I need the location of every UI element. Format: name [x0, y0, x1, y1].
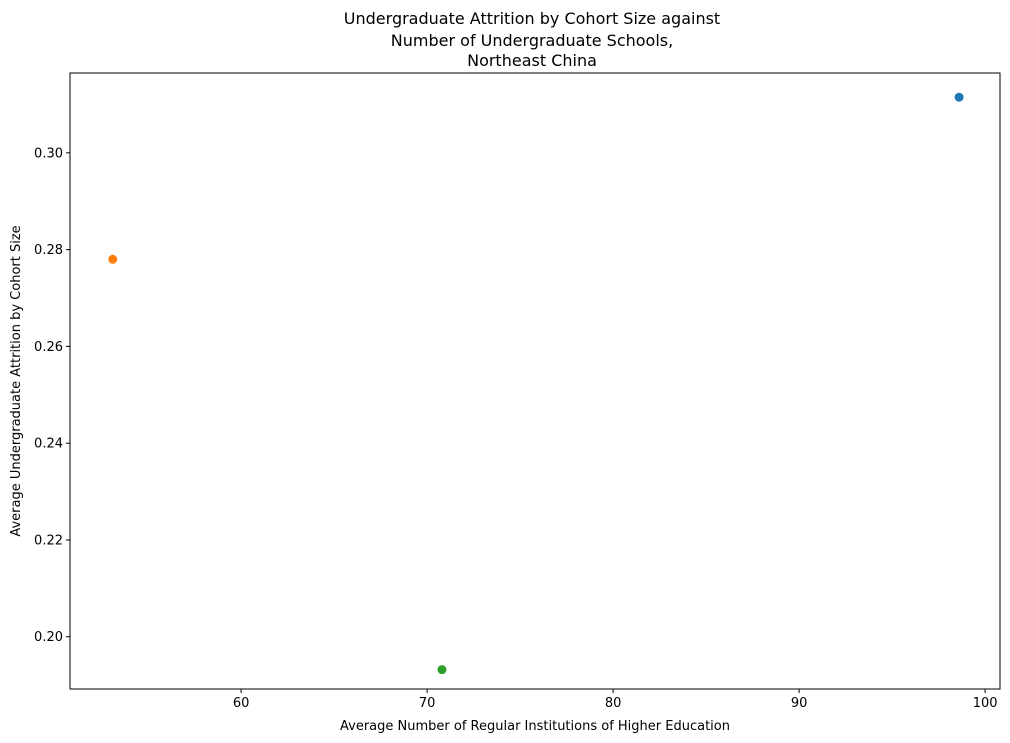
- y-tick-label: 0.24: [34, 437, 63, 452]
- x-tick-label: 60: [233, 696, 250, 711]
- y-tick-label: 0.30: [34, 146, 63, 161]
- data-points: [108, 92, 964, 675]
- y-tick-label: 0.22: [34, 533, 63, 548]
- scatter-point-3: [437, 665, 447, 675]
- chart-title: Undergraduate Attrition by Cohort Size a…: [344, 9, 720, 70]
- chart-title-line-3: Northeast China: [467, 51, 597, 70]
- x-tick-label: 90: [791, 696, 808, 711]
- y-axis-ticks: 0.20 0.22 0.24 0.26 0.28 0.30: [34, 146, 70, 645]
- x-tick-label: 70: [419, 696, 436, 711]
- y-tick-label: 0.26: [34, 340, 63, 355]
- chart-title-line-1: Undergraduate Attrition by Cohort Size a…: [344, 9, 720, 28]
- x-axis-label: Average Number of Regular Institutions o…: [340, 719, 730, 734]
- x-axis-ticks: 60 70 80 90 100: [233, 689, 998, 711]
- scatter-point-2: [108, 254, 118, 264]
- x-tick-label: 100: [973, 696, 998, 711]
- plot-area-frame: [69, 72, 1001, 690]
- scatter-point-1: [954, 92, 964, 102]
- y-tick-label: 0.20: [34, 630, 63, 645]
- x-tick-label: 80: [605, 696, 622, 711]
- y-axis-label: Average Undergraduate Attrition by Cohor…: [9, 225, 24, 536]
- chart-title-line-2: Number of Undergraduate Schools,: [391, 31, 673, 50]
- y-tick-label: 0.28: [34, 243, 63, 258]
